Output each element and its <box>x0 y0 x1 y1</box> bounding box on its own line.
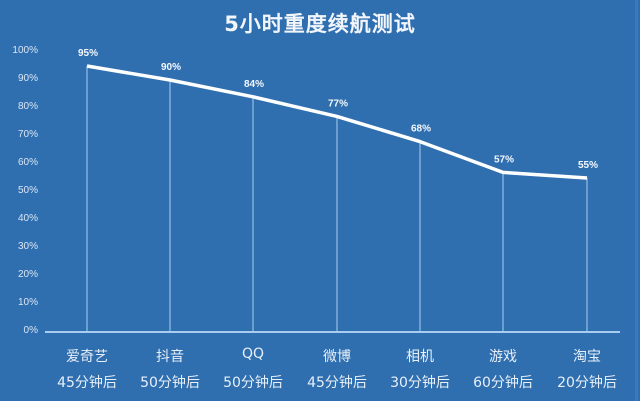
x-duration-label: 20分钟后 <box>557 375 617 391</box>
x-category-label: 淘宝 <box>573 349 601 365</box>
data-label: 55% <box>578 160 598 171</box>
x-duration-label: 50分钟后 <box>140 375 200 391</box>
data-label: 68% <box>411 124 431 135</box>
data-label: 90% <box>161 62 181 73</box>
x-category-label: 相机 <box>406 349 434 365</box>
right-border <box>635 0 638 401</box>
x-duration-label: 60分钟后 <box>473 375 533 391</box>
x-category-label: 微博 <box>323 349 351 365</box>
y-tick-label: 80% <box>17 101 38 112</box>
x-category-label: QQ <box>241 346 265 362</box>
x-duration-label: 45分钟后 <box>307 375 367 391</box>
data-label: 77% <box>328 98 348 109</box>
x-category-label: 游戏 <box>489 349 517 365</box>
chart-title: 5小时重度续航测试 <box>224 12 416 36</box>
data-label: 95% <box>78 48 98 59</box>
y-tick-label: 30% <box>17 241 38 252</box>
y-tick-label: 100% <box>12 45 38 56</box>
x-category-label: 爱奇艺 <box>66 349 108 365</box>
y-tick-label: 50% <box>17 185 38 196</box>
y-tick-label: 90% <box>17 73 38 84</box>
y-tick-label: 0% <box>23 325 38 336</box>
data-label: 57% <box>494 154 514 165</box>
data-label: 84% <box>244 79 264 90</box>
x-duration-label: 50分钟后 <box>223 375 283 391</box>
y-tick-label: 10% <box>17 297 38 308</box>
battery-line <box>86 64 588 180</box>
y-tick-label: 40% <box>17 213 38 224</box>
y-tick-label: 70% <box>17 129 38 140</box>
x-duration-label: 45分钟后 <box>57 375 117 391</box>
y-tick-label: 20% <box>17 269 38 280</box>
x-category-label: 抖音 <box>156 349 184 365</box>
x-duration-label: 30分钟后 <box>390 375 450 391</box>
y-tick-label: 60% <box>17 157 38 168</box>
